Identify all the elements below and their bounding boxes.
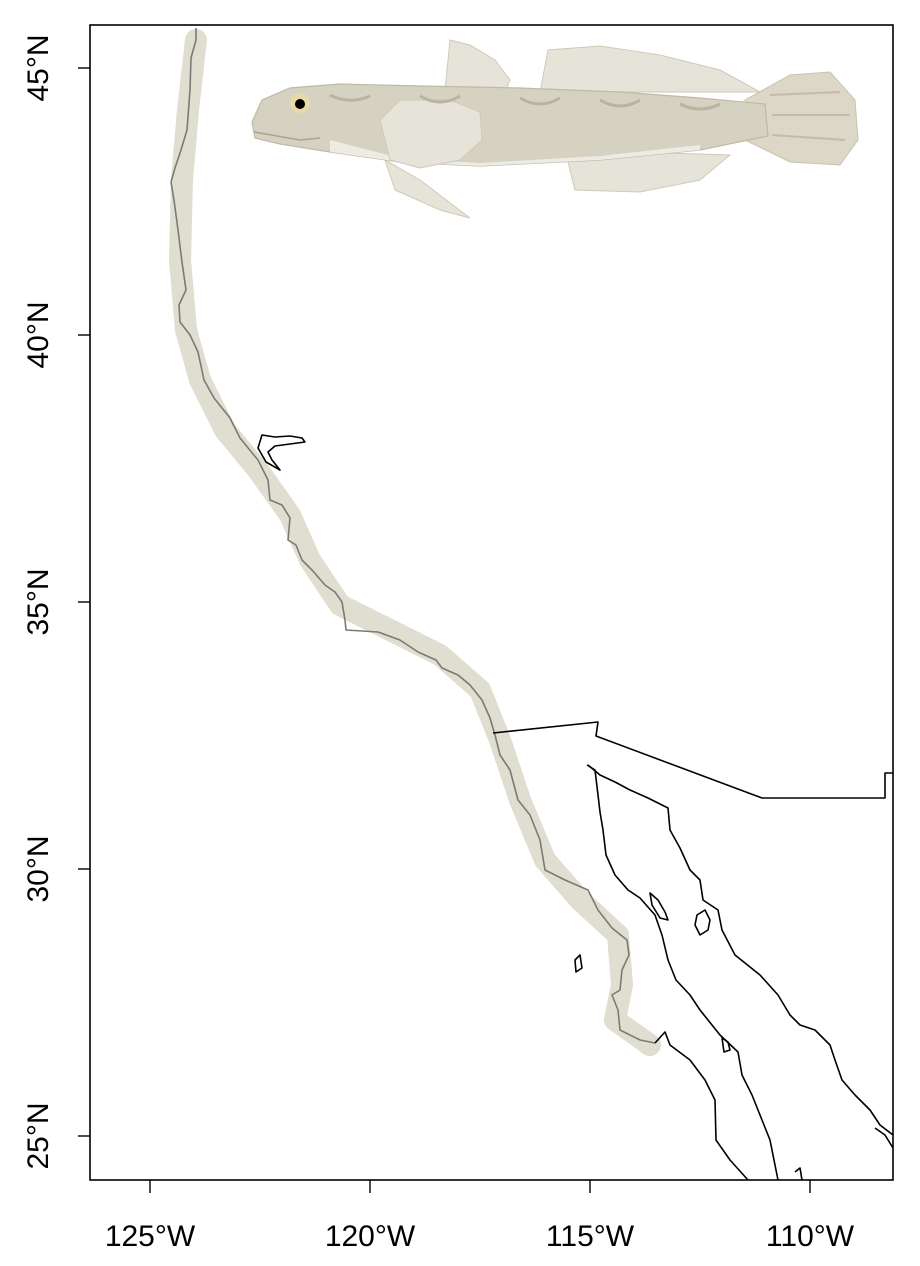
- pacific-coastline: [170, 28, 656, 1044]
- y-tick-label-35n: 35°N: [22, 568, 55, 635]
- x-tick-label-110w: 110°W: [766, 1220, 855, 1253]
- x-tick-label-125w: 125°W: [105, 1220, 196, 1253]
- island-angel-de-la-guarda: [649, 892, 669, 921]
- island-small: [721, 1037, 731, 1053]
- island-cedros: [574, 954, 583, 973]
- y-axis: [78, 67, 90, 1137]
- sf-bay: [257, 434, 306, 471]
- y-tick-label-25n: 25°N: [22, 1102, 55, 1169]
- y-tick-label-30n: 30°N: [22, 835, 55, 902]
- us-mexico-border: [492, 721, 893, 799]
- x-tick-label-120w: 120°W: [325, 1220, 416, 1253]
- plot-frame: [89, 24, 894, 1181]
- y-tick-label-40n: 40°N: [22, 301, 55, 368]
- x-tick-label-115w: 115°W: [546, 1220, 635, 1253]
- island-tiburon: [694, 909, 711, 936]
- gulf-west-shore: [586, 764, 779, 1181]
- coast-fragment: [874, 1127, 894, 1149]
- fish-illustration: [251, 39, 859, 219]
- y-tick-label-45n: 45°N: [22, 34, 55, 101]
- x-axis: [149, 1180, 811, 1193]
- gulf-east-shore: [587, 764, 894, 1136]
- baja-coast-east: [654, 1031, 749, 1181]
- island-small-2: [794, 1167, 803, 1181]
